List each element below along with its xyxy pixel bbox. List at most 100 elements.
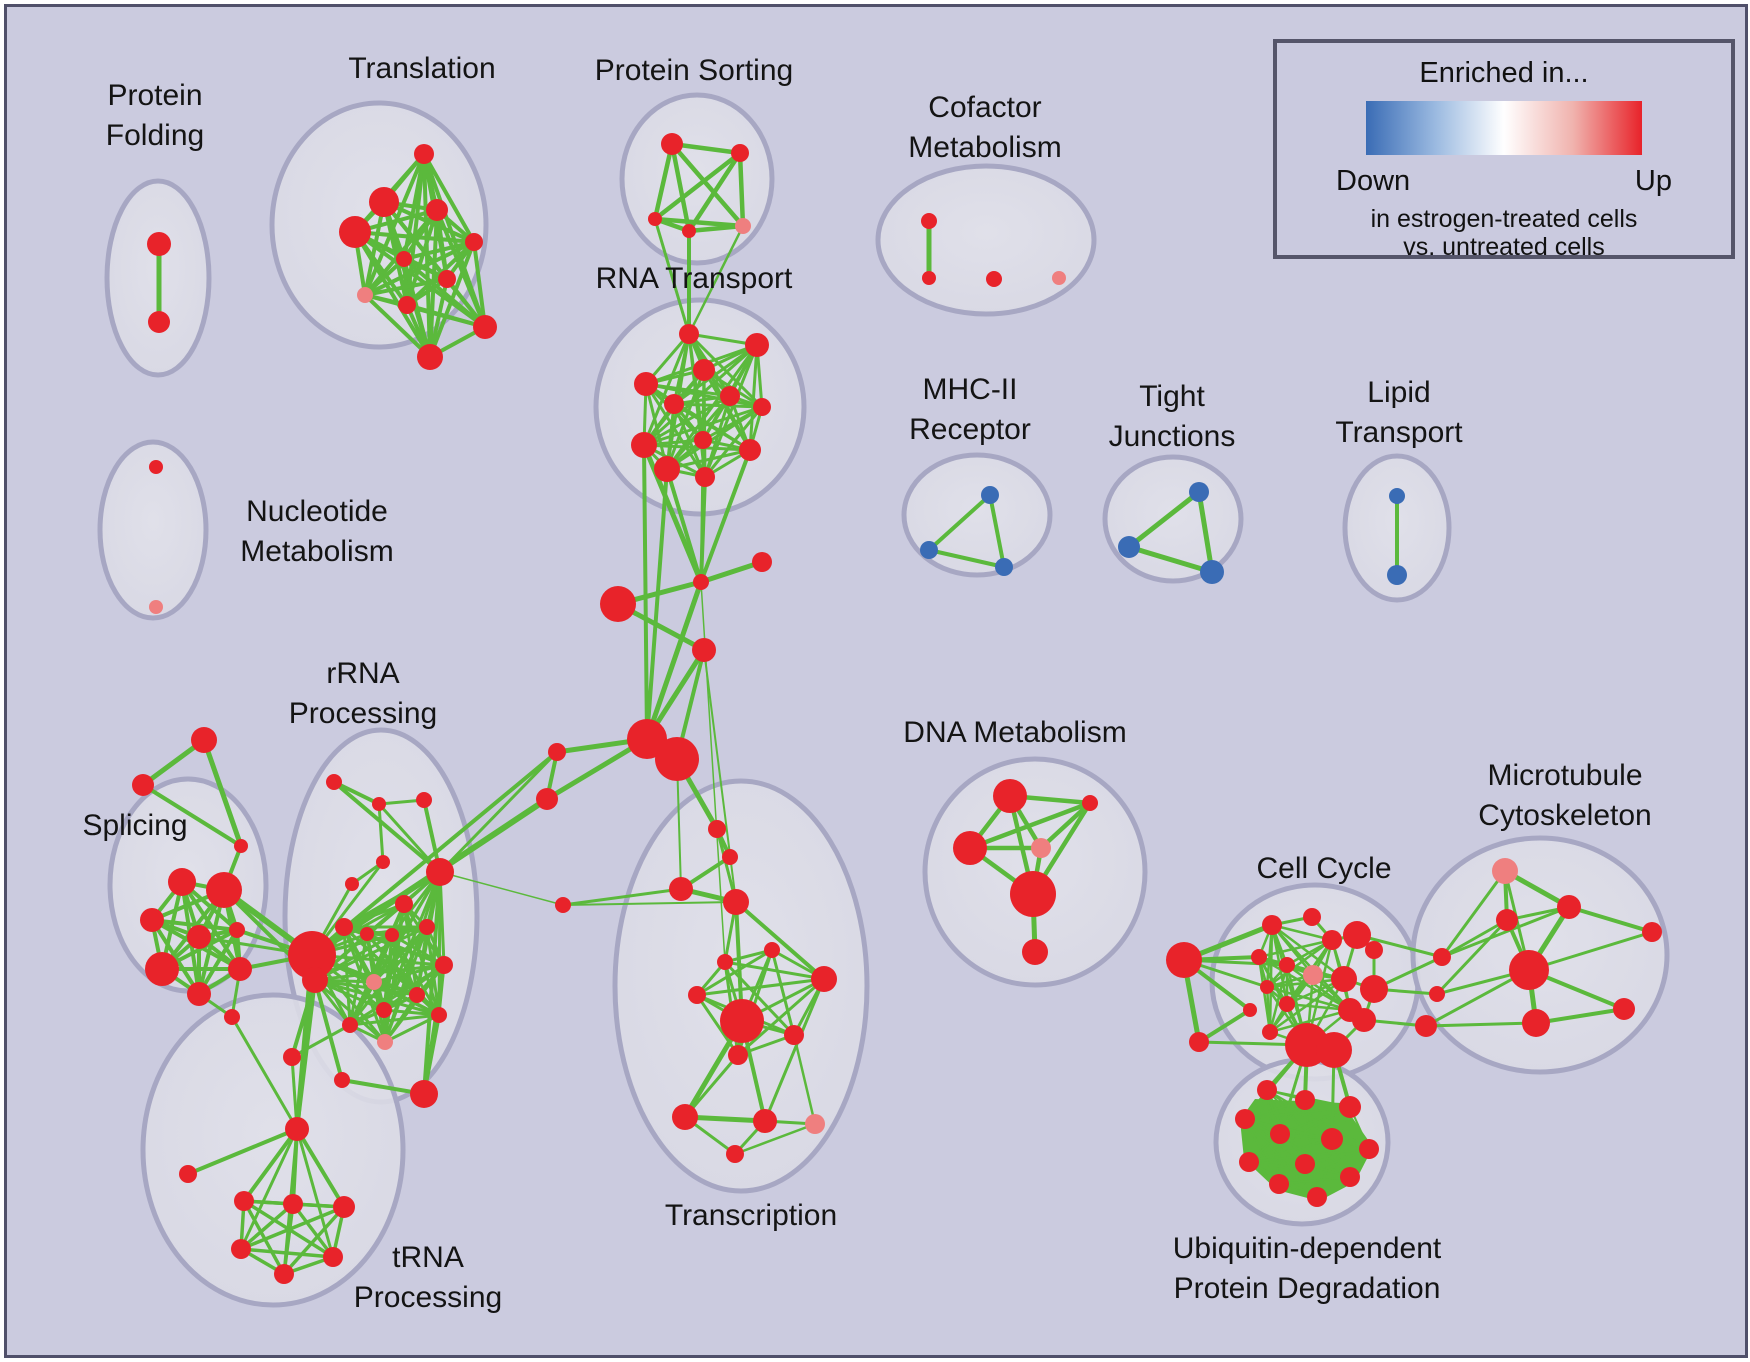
network-node-rr7	[419, 919, 435, 935]
network-edge	[348, 932, 369, 1027]
cluster-label-splicing: Splicing	[82, 809, 187, 842]
network-node-t11	[417, 344, 443, 370]
network-node-tx5	[717, 954, 733, 970]
network-edge	[687, 224, 745, 336]
network-edge	[1278, 1176, 1351, 1185]
network-node-j1	[693, 574, 709, 590]
cluster-label-trna-processing: Processing	[354, 1281, 502, 1314]
network-node-rr6	[395, 895, 413, 913]
cluster-label-cell-cycle: Cell Cycle	[1256, 852, 1391, 885]
network-node-trl	[555, 897, 571, 913]
network-edge	[695, 977, 826, 997]
network-edge	[682, 1114, 768, 1124]
network-node-spE	[229, 922, 245, 938]
network-node-bigrr	[288, 931, 336, 979]
network-node-mt5	[1642, 922, 1662, 942]
network-edge	[1285, 963, 1352, 1012]
network-node-rt11	[654, 456, 680, 482]
cluster-label-ubiquitin-degradation: Protein Degradation	[1174, 1272, 1441, 1305]
cluster-label-tight-junctions: Junctions	[1109, 420, 1236, 453]
network-edge	[561, 887, 683, 907]
network-node-tx3	[669, 877, 693, 901]
network-node-rr8	[335, 918, 353, 936]
cluster-label-trna-processing: tRNA	[392, 1241, 464, 1274]
network-node-tx9	[784, 1025, 804, 1045]
network-edge	[1424, 1021, 1538, 1028]
network-node-tx12	[753, 1109, 777, 1133]
network-node-ub1	[1257, 1080, 1277, 1100]
network-edge	[405, 303, 487, 329]
network-node-rt1	[679, 324, 699, 344]
network-edge	[1278, 1106, 1351, 1185]
network-edge	[927, 493, 992, 552]
network-node-rrtop5	[345, 877, 359, 891]
network-node-mt3	[1522, 1009, 1550, 1037]
network-edge	[686, 150, 743, 234]
network-node-rrB	[410, 1080, 438, 1108]
cluster-label-protein-folding: Folding	[106, 119, 204, 152]
network-node-spA	[168, 868, 196, 896]
network-node-ub5	[1270, 1124, 1290, 1144]
network-node-tx2	[722, 849, 738, 865]
network-edge	[763, 977, 826, 1123]
cluster-label-protein-folding: Protein	[107, 79, 202, 112]
network-node-sptri3	[234, 839, 248, 853]
network-edge	[377, 802, 442, 874]
network-edge	[698, 559, 765, 585]
network-edge	[734, 900, 826, 981]
network-node-tj2	[1118, 536, 1140, 558]
network-edge	[242, 1127, 299, 1203]
network-node-spG	[228, 957, 252, 981]
network-node-t7	[438, 270, 456, 288]
network-node-sptri2	[132, 774, 154, 796]
network-node-trg	[274, 1264, 294, 1284]
network-edge	[295, 978, 317, 1131]
legend-gradient-bar	[1366, 101, 1642, 155]
network-edge	[652, 216, 746, 229]
network-edge	[439, 871, 564, 906]
cluster-label-transcription: Transcription	[665, 1199, 837, 1232]
network-edge	[1435, 918, 1509, 996]
network-node-rt10	[739, 439, 761, 461]
network-node-mh1	[981, 486, 999, 504]
network-node-cc6	[1251, 949, 1267, 965]
network-node-cf1	[921, 213, 937, 229]
network-node-cf3	[986, 271, 1002, 287]
network-edge	[313, 978, 441, 1017]
network-edge	[642, 443, 752, 452]
network-node-rrtop2	[372, 797, 386, 811]
cluster-label-mhc-ii-receptor: Receptor	[909, 413, 1031, 446]
network-edge	[1270, 923, 1334, 942]
network-node-rt6	[664, 394, 684, 414]
network-edge	[239, 1202, 295, 1251]
network-node-ub6	[1321, 1128, 1343, 1150]
network-edge	[1355, 933, 1444, 959]
network-node-t5	[465, 233, 483, 251]
network-edge	[1534, 1007, 1626, 1025]
network-edge	[737, 150, 746, 229]
network-edge	[313, 978, 387, 1044]
cluster-label-protein-sorting: Protein Sorting	[595, 54, 793, 87]
network-node-s2	[536, 788, 558, 810]
network-edge	[665, 467, 703, 584]
network-node-t3	[426, 199, 448, 221]
cluster-label-microtubule-cytoskeleton: Cytoskeleton	[1478, 799, 1651, 832]
network-node-tx7	[811, 966, 837, 992]
cluster-label-rrna-processing: Processing	[289, 697, 437, 730]
network-node-rr10	[385, 928, 399, 942]
network-node-spI	[224, 1009, 240, 1025]
network-node-rrtop4	[376, 855, 390, 869]
network-node-rt4	[634, 372, 658, 396]
cluster-label-dna-metabolism: DNA Metabolism	[903, 716, 1126, 749]
network-node-mt2	[1496, 909, 1518, 931]
network-edge	[438, 750, 559, 874]
network-node-mh2	[920, 541, 938, 559]
network-edge	[295, 1127, 335, 1259]
network-edge	[736, 977, 826, 1057]
legend-note-line1: in estrogen-treated cells	[1370, 205, 1638, 233]
network-node-pf1	[147, 232, 171, 256]
network-edge	[672, 402, 752, 452]
network-edge	[363, 240, 476, 297]
network-edge	[313, 978, 419, 997]
network-edge	[733, 1122, 817, 1156]
